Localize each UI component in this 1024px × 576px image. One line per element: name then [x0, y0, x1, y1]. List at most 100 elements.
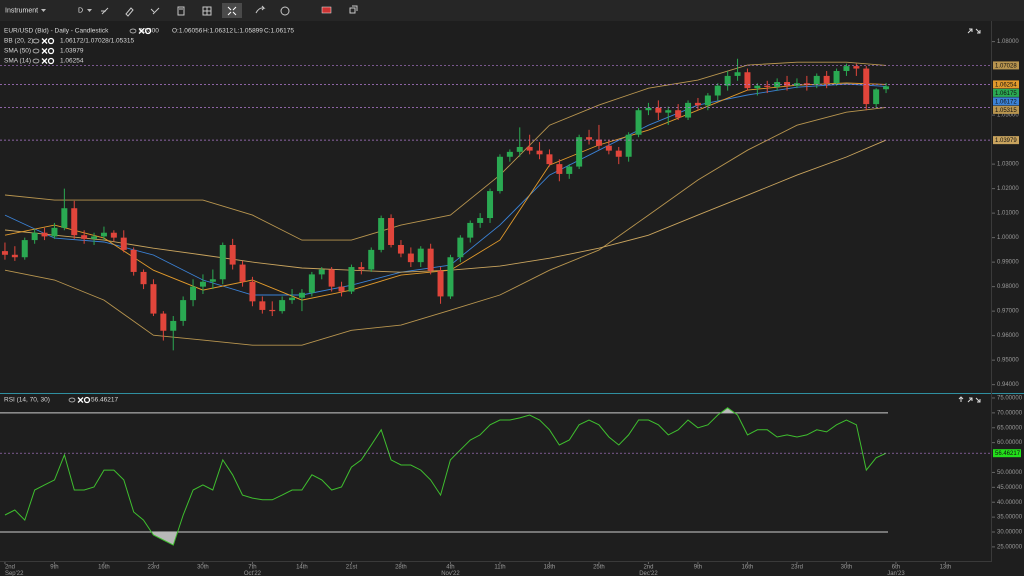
- x-tick-label: 4th: [446, 565, 454, 571]
- candle-body: [279, 300, 286, 312]
- pencil-tool[interactable]: [125, 7, 134, 17]
- maximize-button[interactable]: [967, 397, 981, 403]
- candle-body: [417, 248, 424, 263]
- x-tick-label: 30th: [841, 565, 853, 571]
- candle-body: [91, 236, 98, 239]
- indicator-readout: 1.06254: [60, 58, 84, 65]
- theme-tool[interactable]: [280, 6, 290, 16]
- language-flag[interactable]: [321, 6, 332, 14]
- price-tag: [993, 136, 1019, 145]
- crosshair-tool[interactable]: [227, 6, 237, 16]
- dropdown-arrow: [41, 9, 46, 12]
- price-tag: [993, 88, 1019, 97]
- bollinger-upper: [4, 61, 887, 241]
- candle-body: [496, 156, 503, 192]
- visibility-icon: [68, 397, 76, 403]
- x-tick-label: 25th: [593, 565, 605, 571]
- x-tick-label: 23rd: [147, 565, 159, 571]
- remove-icon: [77, 397, 84, 403]
- x-tick-label: 28th: [395, 565, 407, 571]
- selected-tool-bg: [222, 3, 242, 18]
- move-up-button[interactable]: [958, 396, 964, 402]
- x-tick-label: 16th: [98, 565, 110, 571]
- candle-body: [665, 110, 672, 113]
- visibility-icon: [32, 58, 40, 64]
- y-tick-label: 45.00000: [997, 485, 1023, 491]
- settings-icon: [83, 396, 91, 404]
- candle-body: [615, 150, 622, 157]
- candle-body: [477, 218, 484, 223]
- settings-icon: [144, 27, 152, 35]
- candle-body: [675, 110, 682, 118]
- candle-body: [239, 264, 246, 282]
- price-tag-label: 1.06254: [995, 82, 1017, 88]
- y-tick-label: 0.99000: [997, 260, 1019, 266]
- candle-body: [388, 218, 395, 245]
- x-tick-label: 21st: [346, 565, 358, 571]
- rsi-tag-label: 56.46217: [995, 451, 1021, 457]
- instrument-menu[interactable]: Instrument: [5, 7, 38, 14]
- low-readout: L:1.05899: [234, 28, 263, 35]
- candle-body: [685, 102, 692, 118]
- candle-body: [249, 281, 256, 302]
- indicator-name: SMA (50): [4, 48, 31, 55]
- candle-body: [586, 137, 593, 140]
- toolbar: [0, 0, 1024, 21]
- x-tick-label: 14th: [296, 565, 308, 571]
- x-tick-label: 2nd: [643, 565, 653, 571]
- price-tag: [993, 61, 1019, 70]
- candle-body: [289, 297, 296, 301]
- candle-body: [714, 85, 721, 96]
- window-tool[interactable]: [349, 5, 358, 14]
- y-tick-label: 1.00000: [997, 235, 1019, 241]
- x-month-label: Sep'22: [5, 571, 24, 576]
- layout-tool[interactable]: [202, 6, 212, 16]
- candle-body: [150, 284, 157, 314]
- candle-body: [467, 222, 474, 238]
- dropdown-arrow: [87, 9, 92, 12]
- candle-body: [863, 68, 870, 105]
- candle-body: [556, 164, 563, 174]
- x-tick-label: 13th: [940, 565, 952, 571]
- candle-body: [318, 269, 325, 275]
- maximize-button[interactable]: [967, 28, 981, 34]
- candle-body: [833, 71, 840, 84]
- indicator-name: SMA (14): [4, 58, 31, 65]
- candle-body: [397, 244, 404, 254]
- candle-body: [447, 257, 454, 297]
- candle-body: [368, 249, 375, 270]
- candle-body: [229, 244, 236, 265]
- delete-tool[interactable]: [177, 6, 185, 16]
- candle-body: [724, 75, 731, 86]
- x-tick-label: 16th: [742, 565, 754, 571]
- y-tick-label: 40.00000: [997, 500, 1023, 506]
- candle-body: [655, 107, 662, 113]
- high-readout: H:1.06312: [203, 28, 233, 35]
- candle-body: [744, 72, 751, 89]
- x-month-label: Nov'22: [441, 571, 460, 576]
- y-tick-label: 70.00000: [997, 410, 1023, 416]
- draw-line-tool[interactable]: [101, 7, 109, 15]
- candle-body: [61, 208, 68, 228]
- candle-body: [71, 208, 78, 236]
- candle-body: [853, 66, 860, 69]
- remove-icon: [41, 38, 48, 44]
- rsi-readout: 56.46217: [91, 397, 118, 404]
- x-tick-label: 2nd: [5, 565, 15, 571]
- price-tag-label: 1.07028: [995, 63, 1017, 69]
- x-tick-label: 23rd: [791, 565, 803, 571]
- y-tick-label: 0.97000: [997, 309, 1019, 315]
- candle-body: [199, 281, 206, 287]
- candle-body: [873, 89, 880, 105]
- measure-tool[interactable]: [150, 7, 160, 15]
- rsi-tag: [993, 449, 1021, 458]
- candle-body: [180, 300, 187, 321]
- candle-body: [843, 66, 850, 72]
- share-tool[interactable]: [255, 5, 266, 14]
- candle-body: [51, 227, 58, 237]
- period-menu[interactable]: D: [78, 7, 83, 14]
- candle-body: [595, 139, 602, 146]
- candle-body: [308, 274, 315, 293]
- x-tick-label: 18th: [544, 565, 556, 571]
